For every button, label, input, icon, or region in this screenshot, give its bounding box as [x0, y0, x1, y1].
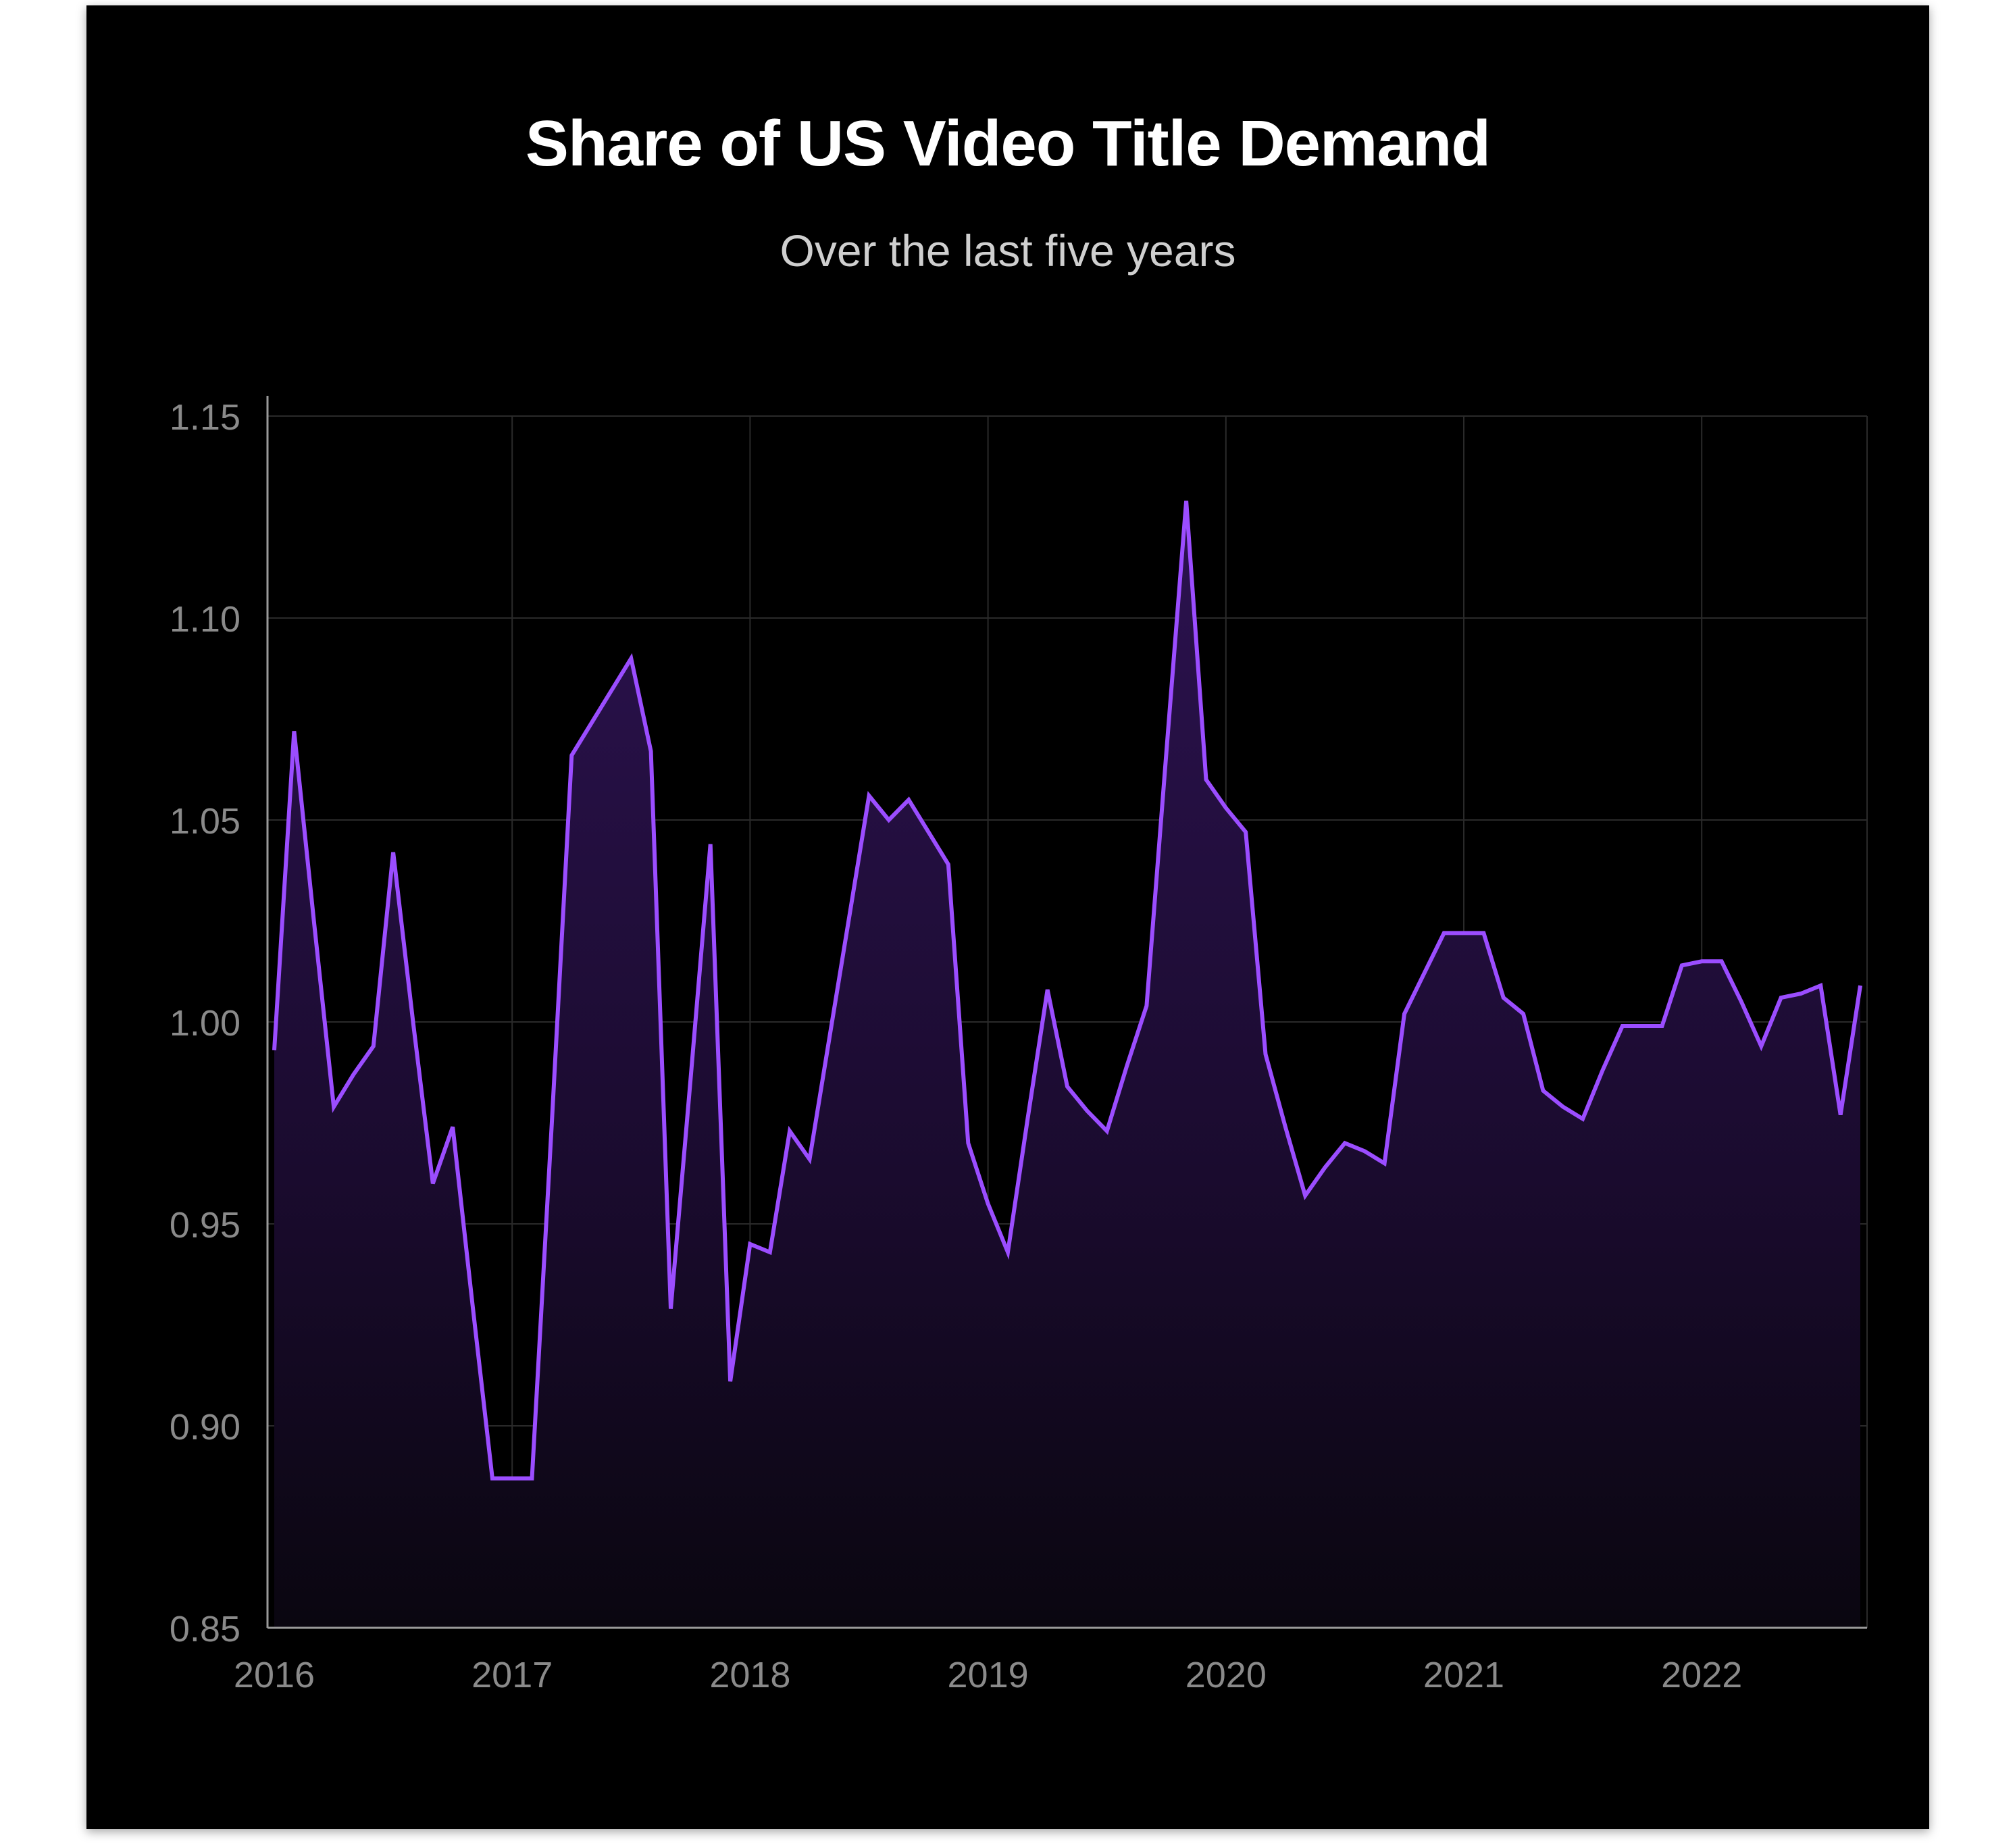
x-tick-label: 2020: [1185, 1655, 1267, 1695]
x-tick-label: 2021: [1423, 1655, 1504, 1695]
chart-card: Share of US Video Title Demand Over the …: [86, 5, 1929, 1829]
axes: [266, 396, 1867, 1629]
y-tick-label: 1.05: [170, 801, 240, 842]
y-tick-label: 0.90: [170, 1407, 240, 1447]
series-line: [272, 500, 1862, 1481]
x-axis-ticks: 2016 2017 2018 2019 2020 2021 2022: [234, 1655, 1742, 1695]
x-tick-label: 2019: [948, 1655, 1029, 1695]
y-tick-label: 0.85: [170, 1609, 240, 1649]
y-tick-label: 0.95: [170, 1205, 240, 1246]
x-tick-label: 2017: [471, 1655, 553, 1695]
chart-subtitle: Over the last five years: [780, 226, 1236, 276]
chart-title: Share of US Video Title Demand: [525, 107, 1491, 180]
y-tick-label: 1.15: [170, 397, 240, 438]
y-tick-label: 1.00: [170, 1003, 240, 1044]
y-axis-ticks: 0.85 0.90 0.95 1.00 1.05 1.10 1.15: [170, 397, 240, 1649]
x-tick-label: 2018: [709, 1655, 790, 1695]
y-tick-label: 1.10: [170, 599, 240, 640]
x-tick-label: 2022: [1661, 1655, 1742, 1695]
chart-svg: 0.850.900.951.001.051.101.15 2016 2017 201…: [170, 396, 1868, 1695]
x-tick-label: 2016: [234, 1655, 315, 1695]
area-fill: [274, 500, 1860, 1628]
